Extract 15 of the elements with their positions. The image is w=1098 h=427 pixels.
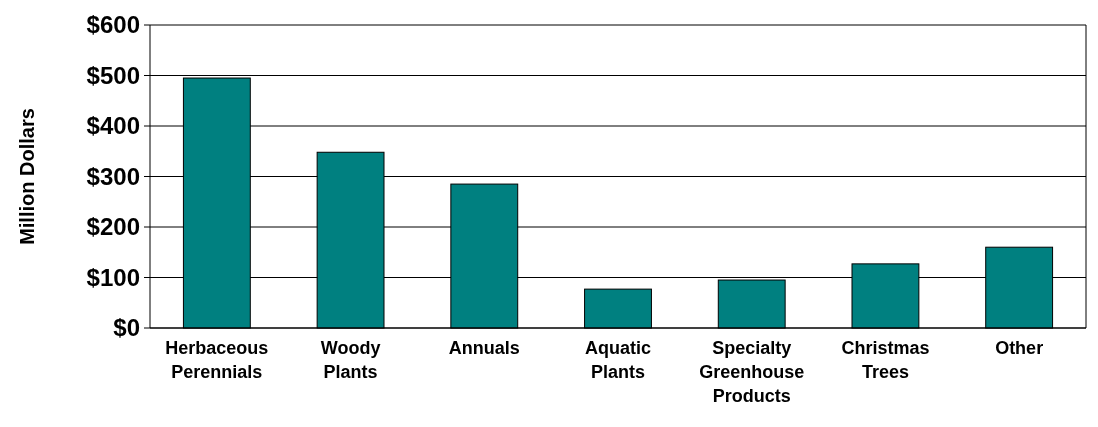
x-tick-label: Aquatic Plants: [584, 338, 652, 382]
x-tick-label: Other: [995, 338, 1044, 358]
x-tick-label: Specialty Greenhouse Products: [699, 338, 805, 406]
y-tick-label: $600: [86, 11, 140, 39]
x-tick-label: Christmas Trees: [841, 338, 930, 382]
x-tick-label: Woody Plants: [320, 338, 381, 382]
y-tick-label: $400: [86, 112, 140, 140]
y-tick-label: $0: [113, 314, 140, 342]
x-tick-label: Annuals: [448, 338, 520, 358]
y-axis-title: Million Dollars: [16, 108, 38, 245]
y-tick-label: $200: [86, 213, 140, 241]
y-tick-label: $500: [86, 61, 140, 89]
y-tick-label: $300: [86, 162, 140, 190]
x-tick-label: Herbaceous Perennials: [165, 338, 269, 382]
y-tick-label: $100: [86, 263, 140, 291]
